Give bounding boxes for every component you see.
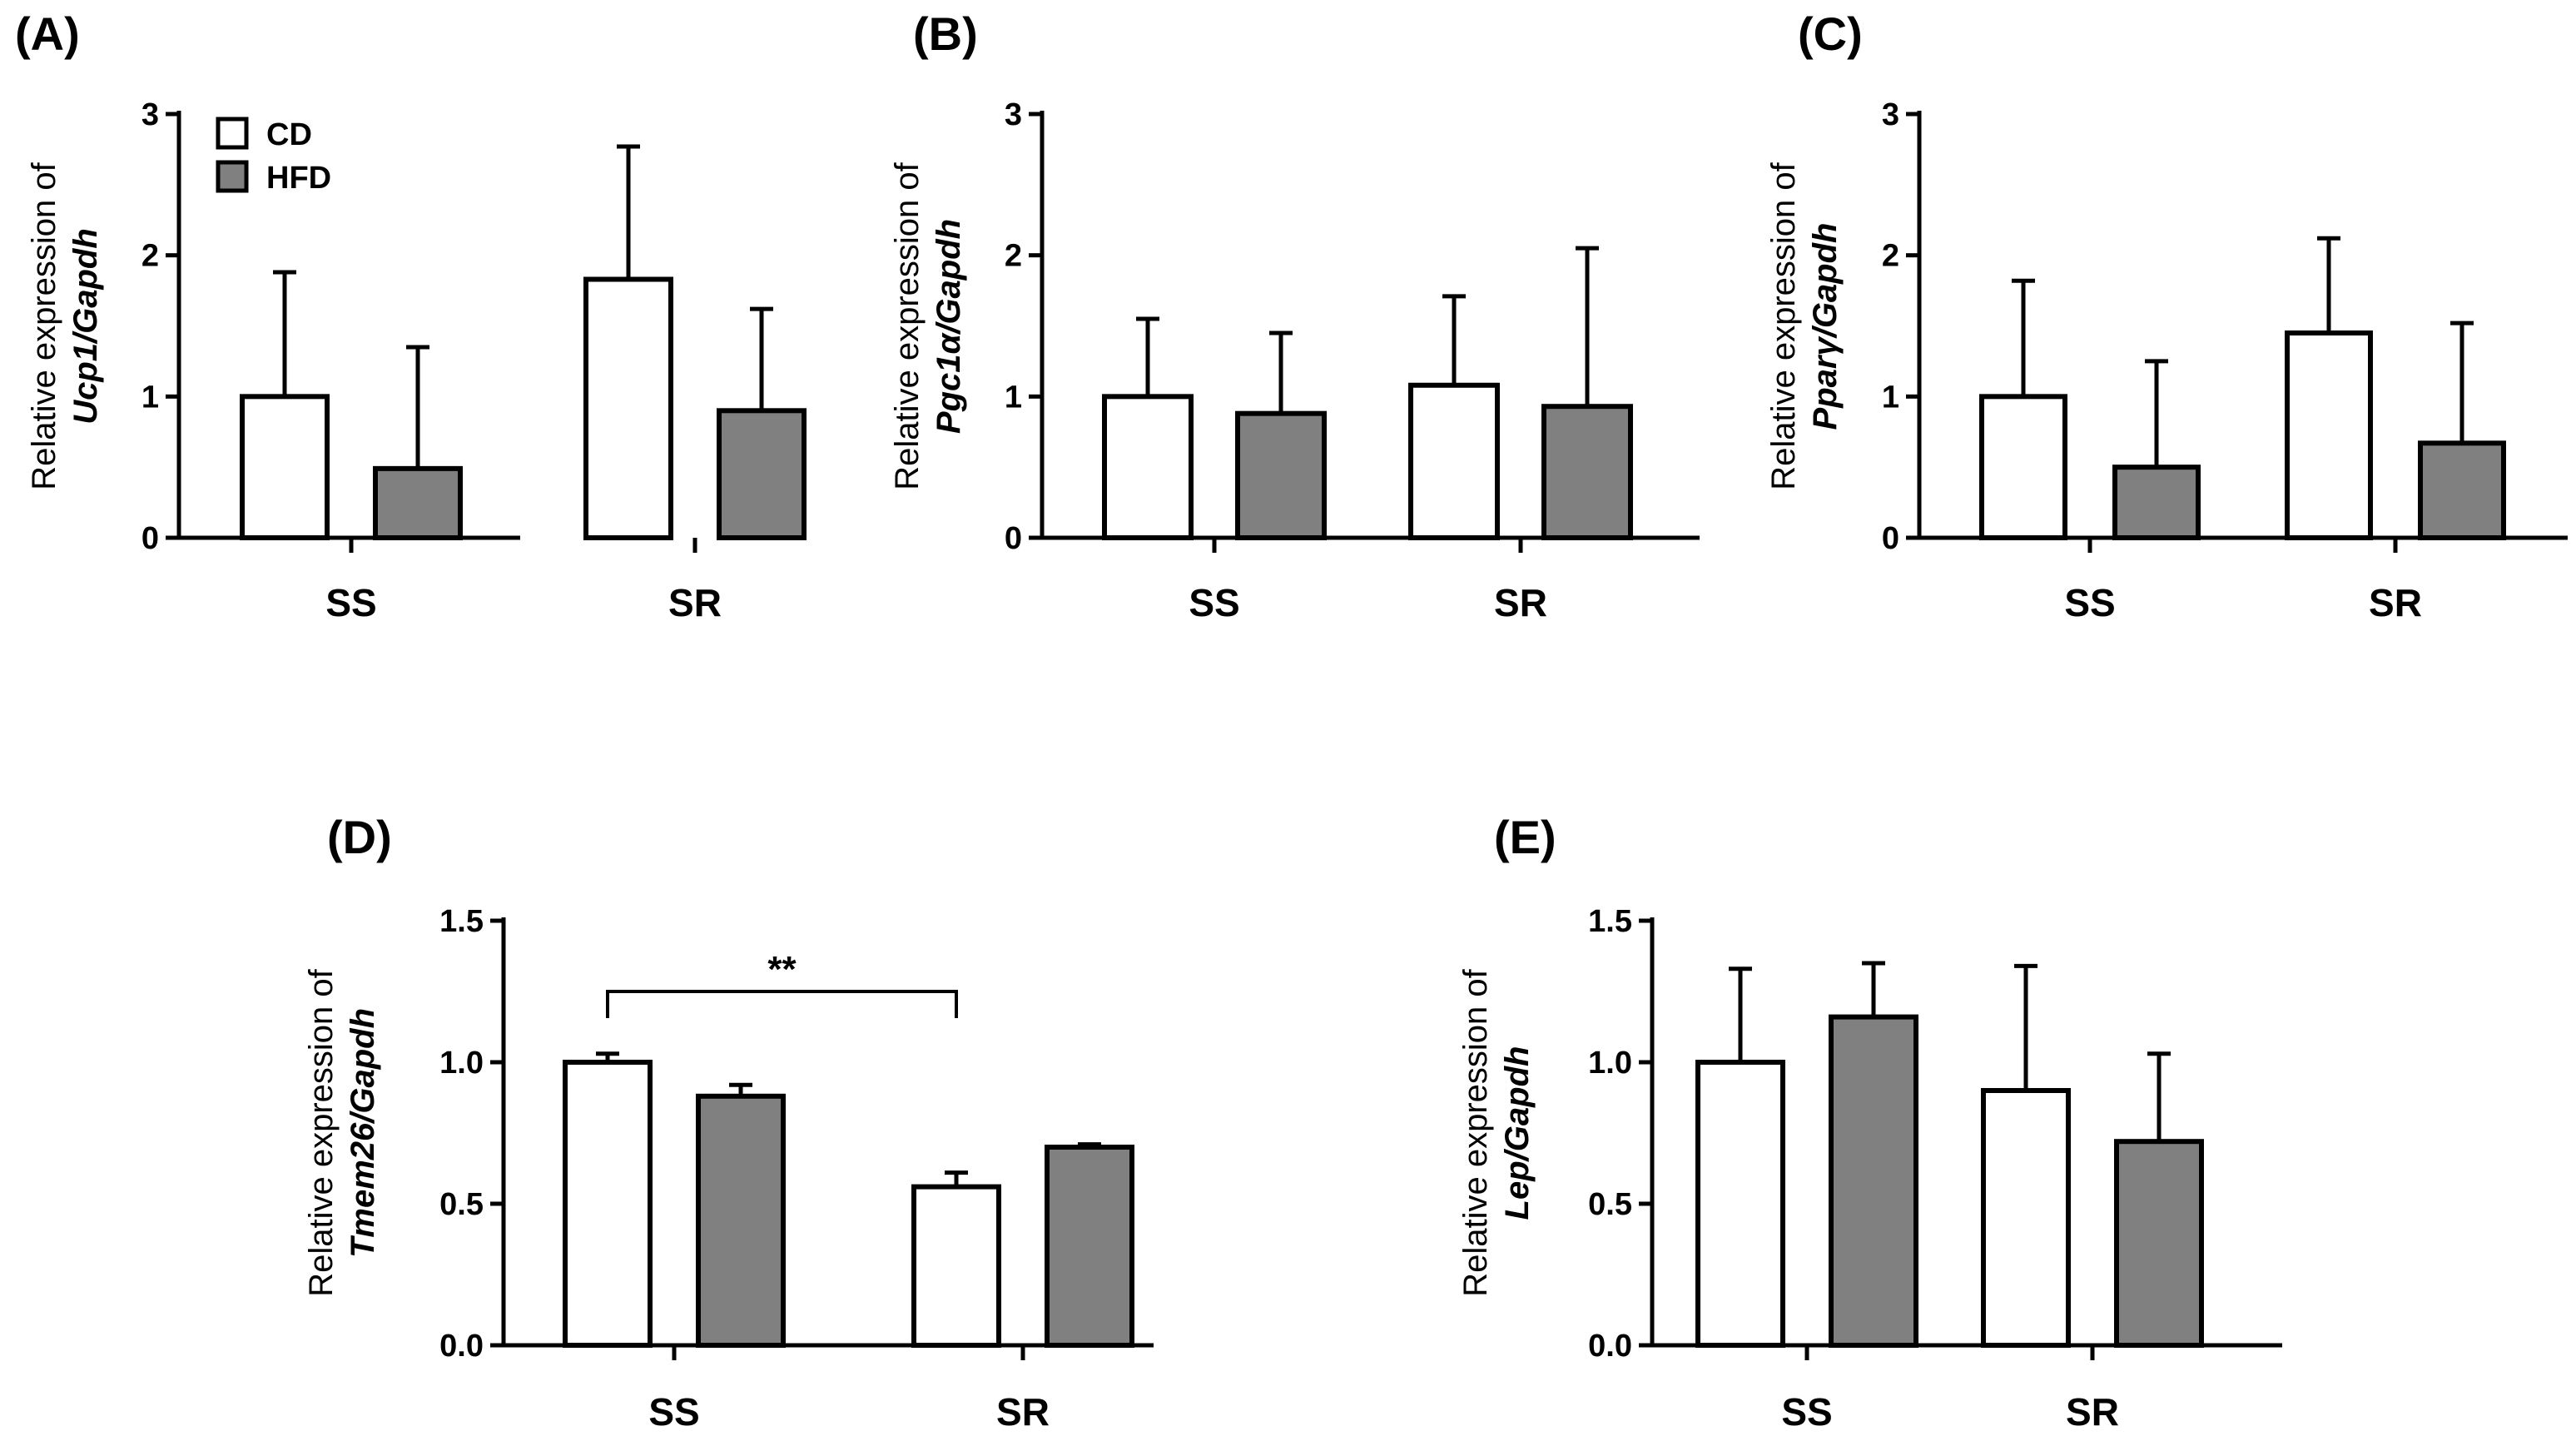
- y-axis-label-prefix: Relative expression of: [303, 968, 340, 1296]
- x-tick-label: SS: [2064, 581, 2115, 624]
- y-axis-label: Relative expression of Ucp1/Gapdh: [26, 161, 104, 489]
- y-axis-label-gene: Ucp1/Gapdh: [67, 228, 104, 425]
- panel-label: (C): [1798, 7, 1863, 60]
- bar-sr-hfd: [2114, 1139, 2204, 1348]
- y-tick-label: 3: [141, 97, 159, 132]
- y-tick-label: 2: [1005, 239, 1022, 274]
- panel-label: (A): [15, 7, 80, 60]
- y-axis-label-prefix: Relative expression of: [1765, 161, 1802, 489]
- x-tick-label: SS: [648, 1390, 699, 1434]
- panel-label: (B): [913, 7, 978, 60]
- chart-panel-b: (B) Relative expression of Pgc1α/Gapdh SS SR…: [889, 7, 1700, 624]
- chart-panel-e: (E) Relative expression of Lep/Gapdh SS SR 0.…: [1457, 811, 2282, 1434]
- panel-label: (E): [1494, 811, 1556, 863]
- y-tick-label: 3: [1005, 97, 1022, 132]
- x-tick-label: SS: [325, 581, 376, 624]
- y-tick-label: 0: [1005, 521, 1022, 556]
- bar-ss-cd: [240, 394, 330, 541]
- x-tick-label: SR: [2369, 581, 2422, 624]
- bar-ss-hfd: [2112, 465, 2201, 541]
- y-tick-label: 0.5: [1588, 1187, 1632, 1222]
- bar-sr-hfd: [1541, 404, 1633, 540]
- chart-panel-a: (A) Relative expression of Ucp1/Gapdh SS SR 0…: [15, 7, 807, 624]
- x-tick-label: SR: [996, 1390, 1050, 1434]
- y-axis-label-gene: Tmem26/Gapdh: [345, 1008, 381, 1258]
- y-tick-label: 1.5: [1588, 904, 1632, 939]
- y-tick-label: 1.0: [439, 1046, 484, 1081]
- bar-ss-cd: [1102, 394, 1194, 541]
- significance-bracket: [606, 990, 958, 1018]
- panel-label: (D): [327, 811, 392, 863]
- bar-sr-cd: [911, 1184, 1001, 1348]
- bar-sr-hfd: [1045, 1145, 1134, 1348]
- y-tick-label: 0.0: [439, 1329, 484, 1364]
- bar-sr-cd: [1981, 1088, 2071, 1348]
- chart-panel-d: (D) Relative expression of Tmem26/Gapdh SS S…: [303, 811, 1154, 1434]
- y-axis-label-prefix: Relative expression of: [1457, 968, 1494, 1296]
- bar-ss-cd: [1695, 1060, 1785, 1348]
- bar-sr-hfd: [717, 408, 807, 540]
- y-axis-label: Relative expression of Tmem26/Gapdh: [303, 968, 381, 1296]
- y-tick-label: 1: [141, 380, 159, 415]
- y-axis-label-prefix: Relative expression of: [889, 161, 926, 489]
- y-tick-label: 0: [141, 521, 159, 556]
- legend-swatch-hfd: [216, 160, 249, 193]
- y-tick-label: 1: [1882, 380, 1899, 415]
- y-axis-label: Relative expression of Pparγ/Gapdh: [1765, 161, 1844, 489]
- bar-sr-hfd: [2418, 440, 2506, 540]
- x-tick-label: SS: [1189, 581, 1239, 624]
- y-tick-label: 3: [1882, 97, 1899, 132]
- bar-ss-hfd: [373, 465, 463, 541]
- x-tick-label: SR: [2066, 1390, 2119, 1434]
- y-tick-label: 0.5: [439, 1187, 484, 1222]
- y-axis-label-prefix: Relative expression of: [26, 161, 62, 489]
- bar-ss-hfd: [696, 1093, 786, 1349]
- y-tick-label: 1: [1005, 380, 1022, 415]
- y-axis-label: Relative expression of Pgc1α/Gapdh: [889, 161, 967, 489]
- bar-ss-cd: [563, 1060, 653, 1348]
- significance-label: **: [767, 949, 797, 990]
- x-tick-label: SR: [1494, 581, 1547, 624]
- y-tick-label: 0.0: [1588, 1329, 1632, 1364]
- y-axis-label: Relative expression of Lep/Gapdh: [1457, 968, 1536, 1296]
- y-tick-label: 1.0: [1588, 1046, 1632, 1081]
- x-tick-label: SR: [668, 581, 722, 624]
- legend-label-hfd: HFD: [266, 161, 331, 196]
- y-tick-label: 2: [1882, 239, 1899, 274]
- legend: CD HFD: [216, 117, 331, 196]
- bar-ss-cd: [1979, 394, 2067, 541]
- y-tick-label: 1.5: [439, 904, 484, 939]
- y-tick-label: 2: [141, 239, 159, 274]
- y-axis-label-gene: Pgc1α/Gapdh: [931, 219, 967, 434]
- bar-sr-cd: [1408, 382, 1500, 541]
- legend-swatch-cd: [216, 117, 249, 150]
- y-tick-label: 0: [1882, 521, 1899, 556]
- x-tick-label: SS: [1781, 1390, 1832, 1434]
- y-axis-label-gene: Pparγ/Gapdh: [1807, 223, 1844, 430]
- bar-ss-hfd: [1235, 410, 1327, 540]
- chart-panel-c: (C) Relative expression of Pparγ/Gapdh SS SR…: [1765, 7, 2568, 624]
- y-axis-label-gene: Lep/Gapdh: [1499, 1046, 1536, 1220]
- legend-label-cd: CD: [266, 117, 312, 152]
- bar-ss-hfd: [1829, 1014, 1918, 1348]
- bar-sr-cd: [2285, 330, 2373, 540]
- bar-sr-cd: [583, 276, 673, 540]
